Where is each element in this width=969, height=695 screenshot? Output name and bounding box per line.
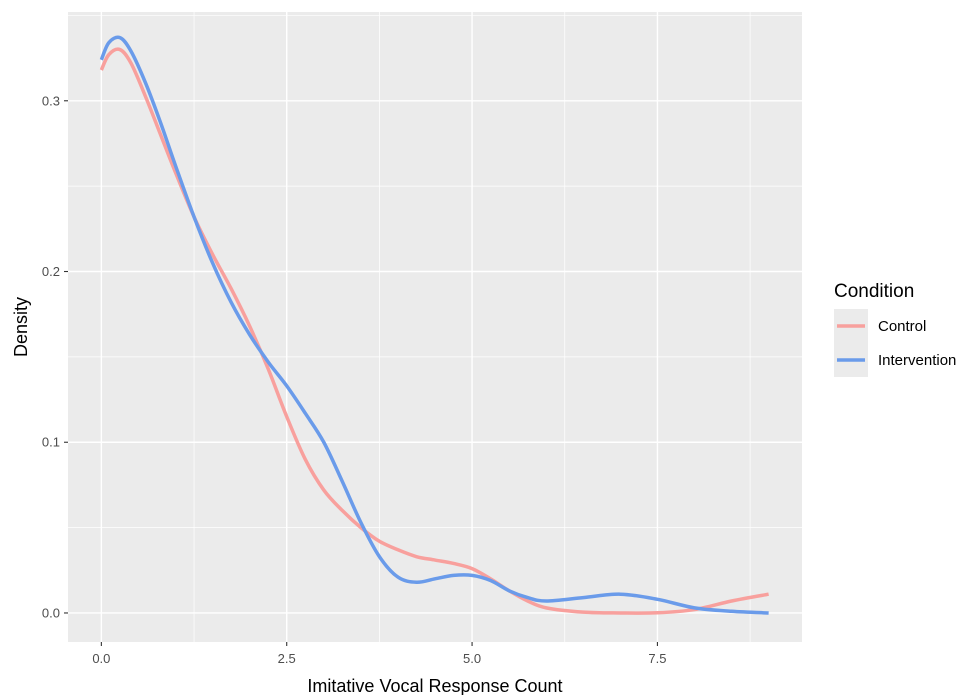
x-tick-label: 5.0 xyxy=(463,651,481,666)
legend-title: Condition xyxy=(834,281,914,302)
legend: Condition Control Intervention xyxy=(834,281,956,377)
x-tick-label: 7.5 xyxy=(648,651,666,666)
x-axis-title: Imitative Vocal Response Count xyxy=(307,676,562,695)
x-tick-label: 2.5 xyxy=(278,651,296,666)
x-axis: 0.0 2.5 5.0 7.5 xyxy=(92,642,666,666)
y-axis: 0.0 0.1 0.2 0.3 xyxy=(42,93,68,620)
minor-gridlines xyxy=(68,12,802,642)
y-axis-title: Density xyxy=(11,297,31,357)
y-tick-label: 0.1 xyxy=(42,435,60,450)
legend-label-intervention: Intervention xyxy=(878,352,956,369)
y-tick-label: 0.2 xyxy=(42,264,60,279)
density-curves xyxy=(99,35,769,615)
plot-panel xyxy=(68,12,802,642)
x-tick-label: 0.0 xyxy=(92,651,110,666)
series-line-control xyxy=(99,47,769,615)
legend-label-control: Control xyxy=(878,318,926,335)
y-tick-label: 0.0 xyxy=(42,605,60,620)
series-line-intervention xyxy=(99,35,769,615)
y-tick-label: 0.3 xyxy=(42,93,60,108)
